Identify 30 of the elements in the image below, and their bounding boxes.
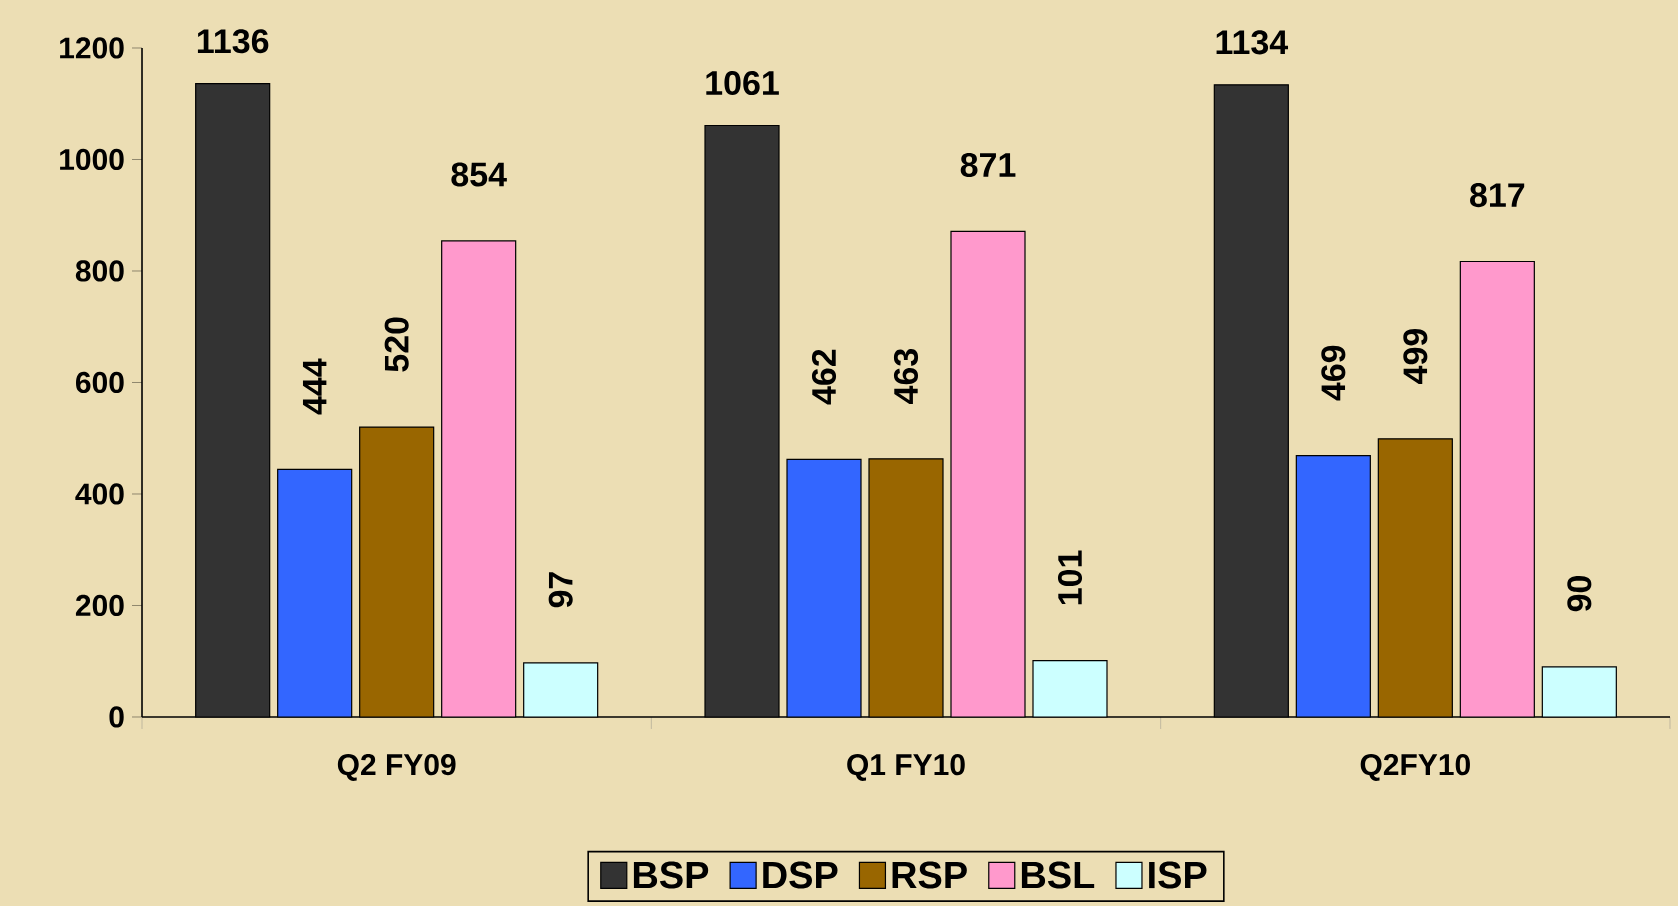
data-label: 1134 [1216,30,1289,55]
legend-label: ISP [1149,861,1207,889]
y-tick-label: 800 [75,260,124,282]
data-label: 817 [1470,183,1525,208]
y-tick-label: 1000 [60,148,124,171]
data-label: 854 [451,162,507,187]
x-tick-label: Q1 FY10 [847,754,965,781]
y-tick-label: 200 [75,594,124,617]
legend-label: BSL [1021,861,1095,889]
x-tick-label: Q2FY10 [1360,754,1470,781]
data-label: 871 [960,152,1016,178]
legend-label: BSP [633,861,709,889]
data-label: 463 [893,348,919,404]
y-tick-label: 0 [109,706,124,728]
data-label: 499 [1403,328,1428,384]
data-label: 520 [384,317,409,372]
data-label: 444 [302,358,327,415]
data-label: 469 [1321,345,1346,401]
x-tick-label: Q2 FY09 [337,754,456,781]
data-label: 90 [1567,576,1592,612]
y-tick-label: 600 [75,371,124,394]
y-tick-label: 1200 [60,37,124,59]
data-label: 462 [811,349,837,405]
data-label: 101 [1057,550,1083,605]
legend-label: DSP [763,861,838,889]
y-tick-label: 400 [75,483,124,505]
data-label: 1061 [706,71,779,96]
legend-label: RSP [892,861,967,889]
data-label: 97 [548,572,573,608]
data-label: 1136 [197,29,269,54]
